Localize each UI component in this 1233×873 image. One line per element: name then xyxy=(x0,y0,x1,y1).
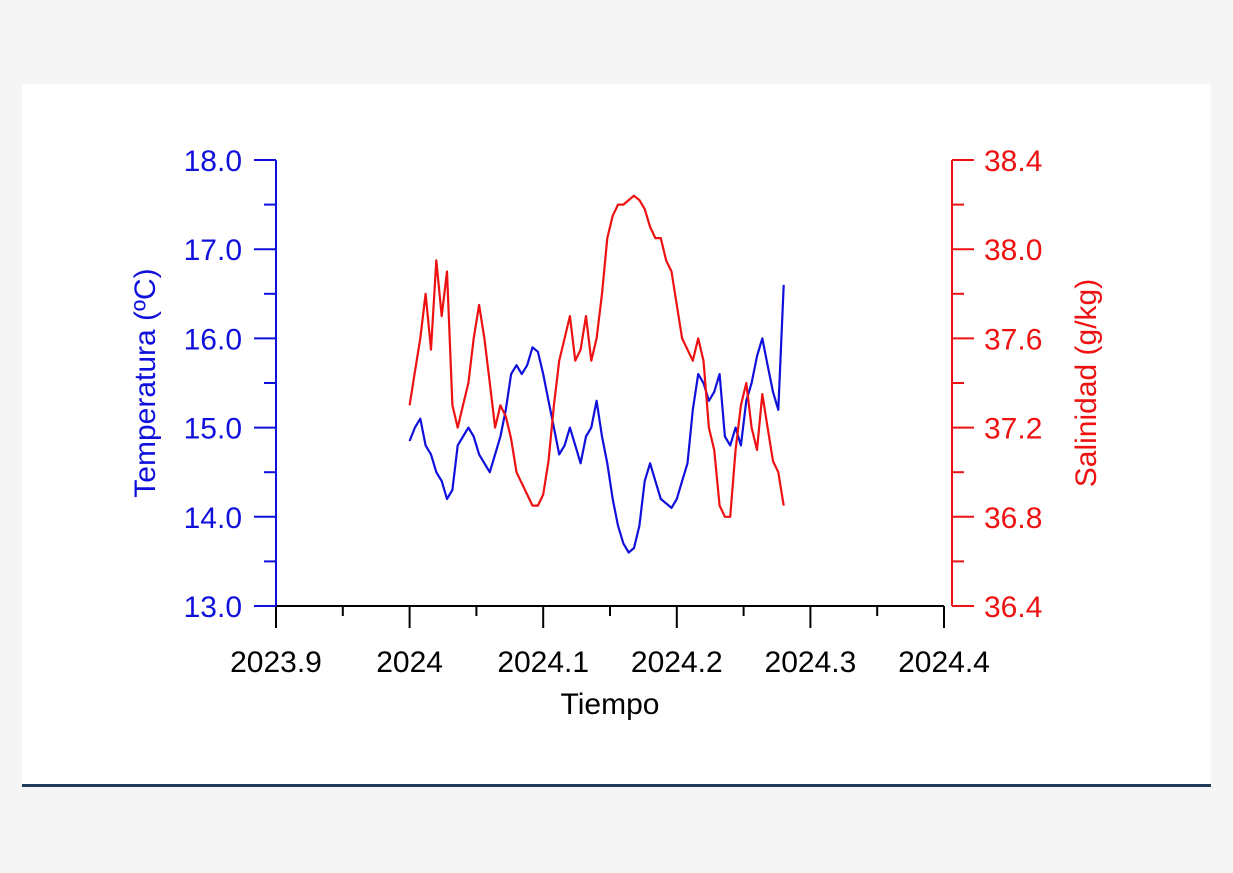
x-tick-label: 2024.4 xyxy=(898,646,990,679)
salinity-series-line xyxy=(408,194,785,518)
y-axis-left-label: Temperatura (ºC) xyxy=(129,268,162,497)
y-right-tick-label: 36.8 xyxy=(984,502,1042,535)
x-tick-label: 2023.9 xyxy=(230,646,322,679)
x-tick-label: 2024 xyxy=(376,646,443,679)
y-right-tick-label: 38.4 xyxy=(984,145,1042,178)
y-left-tick-label: 15.0 xyxy=(184,413,242,446)
chart-panel xyxy=(22,84,1211,784)
x-axis-label: Tiempo xyxy=(561,688,660,721)
x-tick-label: 2024.3 xyxy=(765,646,857,679)
y-right-tick-label: 37.6 xyxy=(984,323,1042,356)
x-tick-label: 2024.2 xyxy=(631,646,723,679)
y-left-tick-label: 18.0 xyxy=(184,145,242,178)
y-right-tick-label: 37.2 xyxy=(984,413,1042,446)
y-left-tick-label: 13.0 xyxy=(184,591,242,624)
y-axis-right-ticks: 36.4 36.8 37.2 37.6 38.0 38.4 xyxy=(952,145,1042,624)
series-layer xyxy=(408,194,785,554)
y-axis-right-label: Salinidad (g/kg) xyxy=(1070,279,1103,487)
temperature-series-line xyxy=(408,284,785,554)
x-tick-label: 2024.1 xyxy=(497,646,589,679)
y-right-tick-label: 36.4 xyxy=(984,591,1042,624)
y-left-tick-label: 14.0 xyxy=(184,502,242,535)
y-axis-left-ticks: 13.0 14.0 15.0 16.0 17.0 18.0 xyxy=(184,145,276,624)
y-right-tick-label: 38.0 xyxy=(984,234,1042,267)
x-axis-ticks: 2023.9 2024 2024.1 2024.2 2024.3 2024.4 xyxy=(230,606,990,679)
y-left-tick-label: 17.0 xyxy=(184,234,242,267)
y-left-tick-label: 16.0 xyxy=(184,323,242,356)
panel-bottom-rule xyxy=(22,784,1211,787)
